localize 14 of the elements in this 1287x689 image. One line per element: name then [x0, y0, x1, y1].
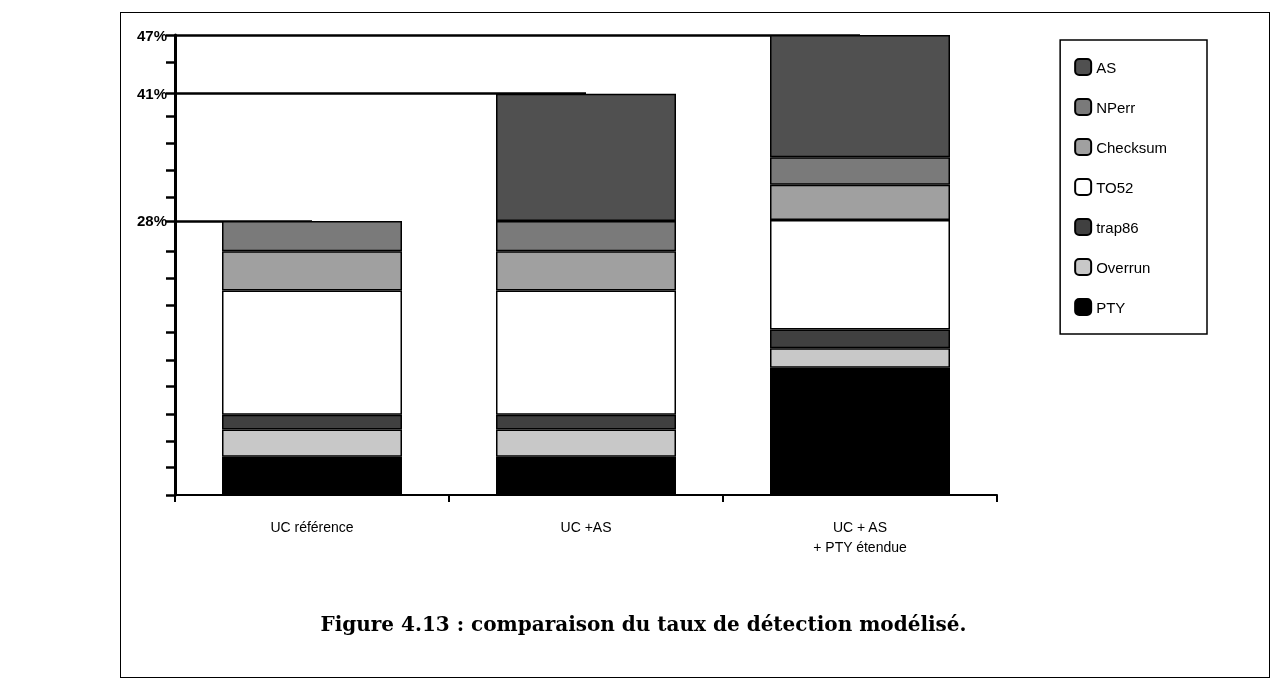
- y-tick-label: 47%: [136, 26, 167, 44]
- legend-label: Checksum: [1096, 138, 1167, 156]
- text: Figure 4.13 : comparaison du taux de détection modélisé.: [319, 612, 968, 636]
- legend-label: AS: [1096, 58, 1117, 76]
- x-tick-label: UC + AS + PTY étendue: [813, 519, 907, 555]
- x-tick-label: UC référence: [270, 519, 354, 535]
- legend-label: NPerr: [1096, 98, 1136, 116]
- y-tick-label: 41%: [136, 85, 167, 103]
- x-tick-label: UC +AS: [560, 519, 612, 535]
- legend-label: TO52: [1096, 178, 1134, 196]
- y-tick-label: 28%: [136, 212, 167, 230]
- legend-label: Overrun: [1096, 258, 1151, 276]
- legend-label: PTY: [1096, 298, 1126, 316]
- legend-label: trap86: [1096, 218, 1139, 236]
